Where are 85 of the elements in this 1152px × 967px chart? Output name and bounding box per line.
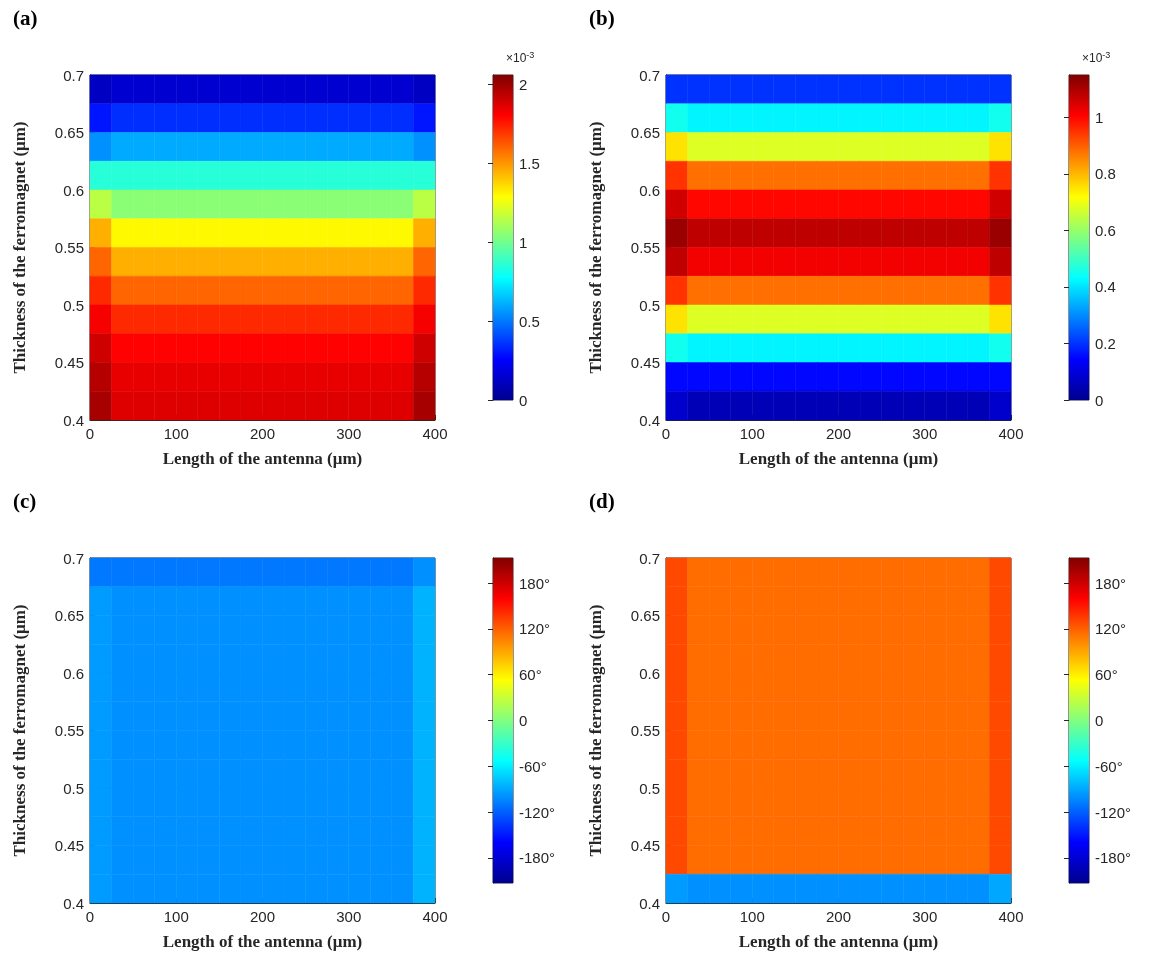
color-bar-label: 0.2 [1095, 334, 1116, 352]
color-bar-label: 0.5 [519, 312, 540, 330]
chart-title: (d) [589, 488, 615, 513]
y-tick-label: 0.6 [639, 181, 660, 199]
y-tick-label: 0.7 [639, 66, 660, 84]
color-bar-label: 1 [1095, 108, 1104, 126]
y-tick-label: 0.5 [639, 779, 660, 797]
y-tick-label: 0.45 [630, 354, 660, 371]
y-tick-label: 0.6 [63, 664, 84, 682]
color-bar-label: 60° [1095, 666, 1118, 684]
color-bar-label: 0 [1095, 391, 1104, 409]
x-axis-title: Length of the antenna (μm) [162, 932, 363, 951]
y-tick-label: 0.4 [63, 894, 84, 912]
y-axis-title: Thickness of the ferromagnet (μm) [586, 121, 605, 374]
y-tick-label: 0.4 [63, 411, 84, 429]
y-tick-label: 0.45 [54, 837, 84, 854]
color-bar-label: 1 [519, 233, 528, 251]
y-tick-label: 0.5 [639, 296, 660, 314]
y-tick-label: 0.7 [63, 66, 84, 84]
y-tick-label: 0.4 [639, 894, 660, 912]
x-tick-label: 0 [85, 425, 95, 442]
y-tick-label: 0.65 [630, 124, 660, 141]
color-bar-label: -180° [1095, 849, 1132, 867]
color-bar-label: 0.8 [1095, 165, 1116, 183]
y-tick-label: 0.65 [54, 607, 84, 624]
color-bar-label: -120° [519, 803, 556, 821]
x-tick-label: 400 [422, 908, 448, 925]
y-tick-label: 0.45 [54, 354, 84, 371]
color-bar-label: 180° [519, 574, 551, 592]
x-tick-label: 400 [998, 908, 1024, 925]
y-tick-label: 0.55 [630, 239, 660, 256]
x-tick-label: 200 [249, 908, 276, 925]
color-bar-label: 120° [1095, 620, 1127, 638]
color-bar-label: 0 [1095, 712, 1104, 729]
y-tick-label: 0.7 [639, 549, 660, 567]
color-bar-label: 180° [1095, 574, 1127, 592]
x-axis-title: Length of the antenna (μm) [162, 449, 363, 468]
y-tick-label: 0.5 [63, 296, 84, 314]
color-bar-label: -60° [519, 757, 547, 775]
y-tick-label: 0.6 [639, 664, 660, 682]
y-tick-label: 0.7 [63, 549, 84, 567]
chart-title: (c) [13, 488, 37, 513]
color-bar-label: -120° [1095, 803, 1132, 821]
color-bar-label: 1.5 [519, 154, 540, 172]
x-axis-title: Length of the antenna (μm) [738, 932, 939, 951]
y-tick-label: 0.6 [63, 181, 84, 199]
x-tick-label: 300 [336, 425, 362, 442]
x-tick-label: 400 [998, 425, 1024, 442]
color-bar-label: -180° [519, 849, 556, 867]
x-tick-label: 200 [825, 908, 852, 925]
y-tick-label: 0.55 [54, 722, 84, 739]
color-bar-label: 60° [519, 666, 542, 684]
y-axis-title: Thickness of the ferromagnet (μm) [10, 604, 29, 857]
y-axis-title: Thickness of the ferromagnet (μm) [10, 121, 29, 374]
color-bar-label: 0.6 [1095, 221, 1116, 239]
y-tick-label: 0.5 [63, 779, 84, 797]
x-tick-label: 100 [163, 425, 189, 442]
x-axis-title: Length of the antenna (μm) [738, 449, 939, 468]
chart-title: (b) [589, 5, 615, 30]
color-bar-label: 0 [519, 712, 528, 729]
y-tick-label: 0.55 [54, 239, 84, 256]
x-tick-label: 0 [85, 908, 95, 925]
y-tick-label: 0.45 [630, 837, 660, 854]
y-tick-label: 0.4 [639, 411, 660, 429]
x-tick-label: 300 [912, 908, 938, 925]
y-tick-label: 0.55 [630, 722, 660, 739]
color-bar-label: 2 [519, 75, 528, 93]
x-tick-label: 400 [422, 425, 448, 442]
color-bar-label: 0.4 [1095, 278, 1116, 296]
x-tick-label: 200 [249, 425, 276, 442]
x-tick-label: 100 [163, 908, 189, 925]
x-tick-label: 0 [661, 908, 671, 925]
x-tick-label: 300 [336, 908, 362, 925]
x-tick-label: 0 [661, 425, 671, 442]
y-axis-title: Thickness of the ferromagnet (μm) [586, 604, 605, 857]
x-tick-label: 300 [912, 425, 938, 442]
color-bar-label: 0 [519, 391, 528, 409]
x-tick-label: 100 [739, 908, 765, 925]
chart-title: (a) [13, 5, 38, 30]
color-bar-label: 120° [519, 620, 551, 638]
color-bar-label: -60° [1095, 757, 1123, 775]
x-tick-label: 100 [739, 425, 765, 442]
y-tick-label: 0.65 [630, 607, 660, 624]
y-tick-label: 0.65 [54, 124, 84, 141]
x-tick-label: 200 [825, 425, 852, 442]
